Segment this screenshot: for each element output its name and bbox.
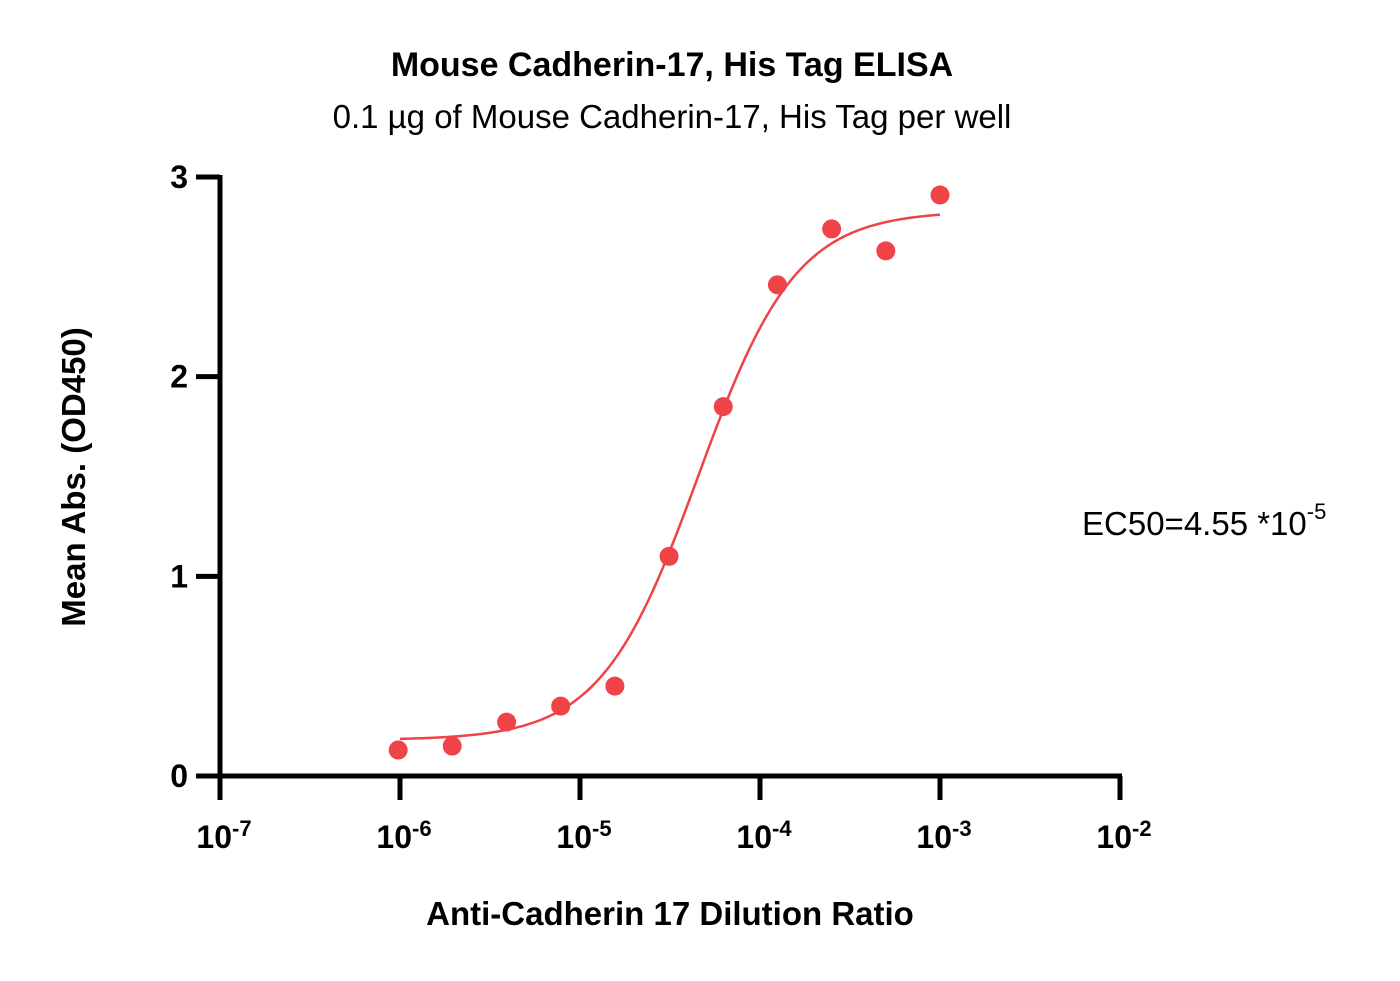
data-point: [605, 676, 625, 696]
x-tick-label: 10-5: [556, 816, 611, 855]
chart-title: Mouse Cadherin-17, His Tag ELISA: [390, 46, 954, 84]
data-point: [767, 275, 787, 295]
data-point: [822, 219, 842, 239]
fit-curve: [399, 213, 941, 741]
data-point: [551, 696, 571, 716]
y-tick-label: 1: [170, 558, 188, 594]
ec50-text: EC50=4.55 *10: [1082, 505, 1307, 542]
data-point: [442, 736, 462, 756]
ec50-annotation: EC50=4.55 *10-5: [1082, 499, 1326, 543]
x-tick-label: 10-7: [196, 816, 251, 855]
data-point: [497, 712, 517, 732]
y-tick-label: 3: [170, 159, 188, 195]
data-point: [388, 740, 408, 760]
y-axis-title: Mean Abs. (OD450): [55, 327, 92, 627]
data-point: [713, 397, 733, 417]
chart-subtitle: 0.1 µg of Mouse Cadherin-17, His Tag per…: [332, 98, 1012, 135]
y-tick-label: 2: [170, 359, 188, 395]
ec50-exponent: -5: [1306, 499, 1327, 524]
x-tick-label: 10-6: [376, 816, 431, 855]
x-tick-label: 10-2: [1096, 816, 1151, 855]
x-tick-label: 10-4: [736, 816, 792, 855]
tick-labels: 0 1 2 3 10-7 10-6 10-5 10-4 10-3 10-2: [170, 159, 1151, 855]
data-point: [930, 185, 950, 205]
y-tick-label: 0: [170, 758, 188, 794]
x-tick-label: 10-3: [916, 816, 971, 855]
data-points: [388, 185, 950, 760]
x-axis-title: Anti-Cadherin 17 Dilution Ratio: [426, 895, 914, 932]
axes: [196, 174, 1123, 800]
data-point: [876, 241, 896, 261]
data-point: [659, 546, 679, 566]
